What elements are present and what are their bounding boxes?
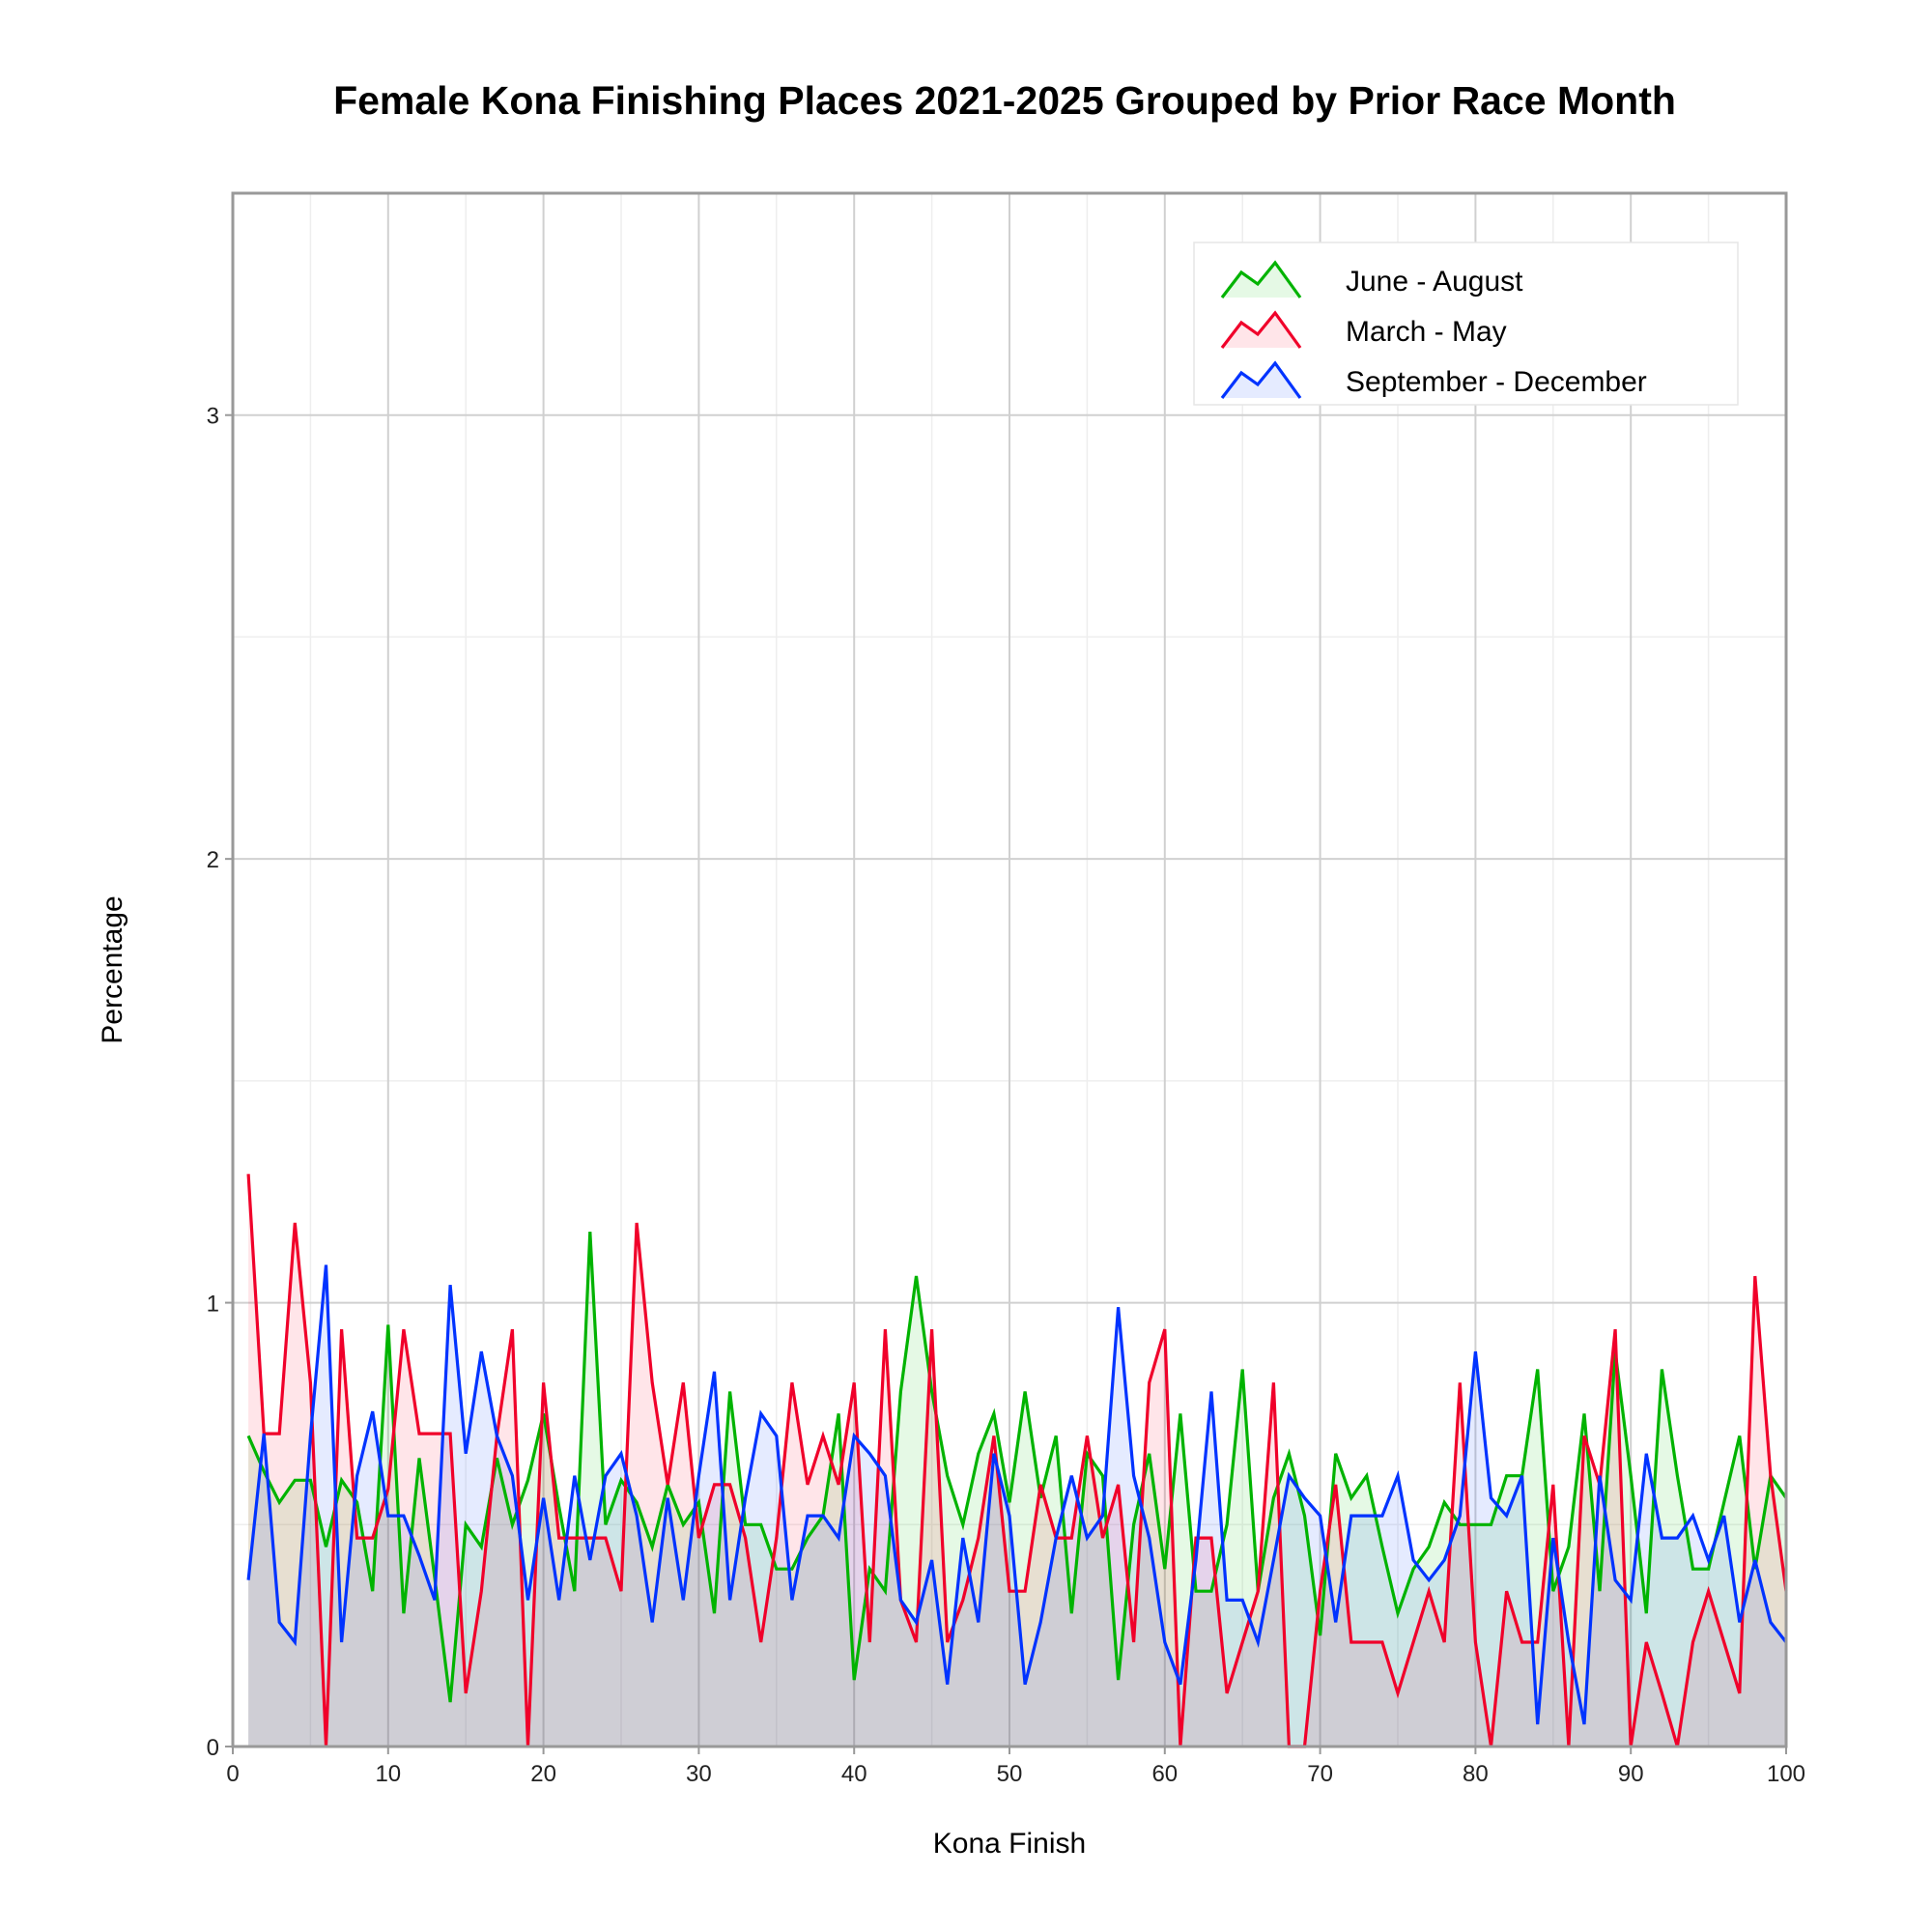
y-tick-label: 2 xyxy=(207,847,219,873)
legend-label: June - August xyxy=(1346,266,1523,298)
x-tick-label: 100 xyxy=(1767,1761,1805,1787)
legend-swatch-line xyxy=(1220,260,1302,298)
x-axis-label: Kona Finish xyxy=(933,1828,1086,1860)
x-tick-label: 20 xyxy=(530,1761,556,1787)
legend-label: March - May xyxy=(1346,316,1507,348)
y-tick-label: 1 xyxy=(207,1292,219,1318)
x-tick-label: 0 xyxy=(226,1761,239,1787)
series-line-2 xyxy=(246,1264,1788,1725)
x-tick-label: 40 xyxy=(841,1761,867,1787)
axis-ticks: 0 10 20 30 40 50 60 70 80 90 100 0 1 2 3 xyxy=(207,404,1805,1787)
x-tick-label: 70 xyxy=(1307,1761,1333,1787)
x-tick-label: 30 xyxy=(686,1761,712,1787)
series-lines xyxy=(246,1174,1788,1748)
y-axis-label: Percentage xyxy=(97,895,128,1043)
legend-swatch-line xyxy=(1220,310,1302,349)
series-line-0 xyxy=(246,1232,1788,1703)
x-tick-label: 50 xyxy=(997,1761,1023,1787)
legend-label: September - December xyxy=(1346,366,1647,398)
series-fill-2 xyxy=(248,1264,1787,1747)
y-tick-label: 3 xyxy=(207,404,219,430)
series-fill-0 xyxy=(248,1232,1787,1747)
x-tick-label: 10 xyxy=(375,1761,401,1787)
x-tick-label: 80 xyxy=(1463,1761,1489,1787)
y-tick-label: 0 xyxy=(207,1735,219,1761)
x-tick-label: 60 xyxy=(1151,1761,1178,1787)
legend-swatch-line xyxy=(1220,360,1302,399)
x-tick-label: 90 xyxy=(1618,1761,1644,1787)
chart-title: Female Kona Finishing Places 2021-2025 G… xyxy=(333,78,1676,123)
legend: June - August March - May September - Dece… xyxy=(1193,242,1739,406)
series-fills xyxy=(248,1174,1787,1747)
